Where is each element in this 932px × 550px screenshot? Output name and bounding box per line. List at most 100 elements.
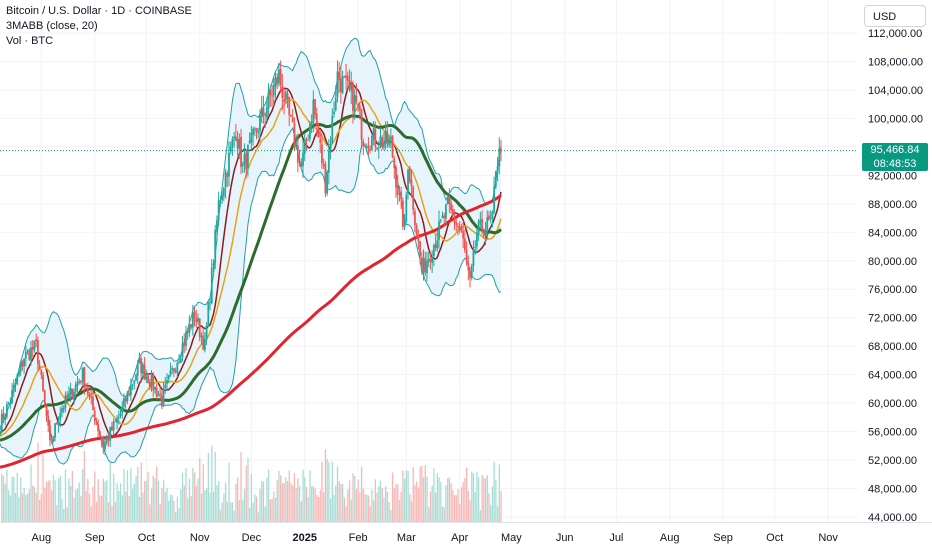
candle-body bbox=[403, 219, 406, 228]
candle-body bbox=[267, 90, 270, 109]
volume-bar bbox=[281, 483, 284, 522]
candle-body bbox=[362, 140, 365, 146]
price-tick-label: 64,000.00 bbox=[868, 370, 917, 382]
candle-body bbox=[131, 384, 134, 386]
indicator-label[interactable]: 3MABB (close, 20) bbox=[6, 20, 98, 32]
volume-bar bbox=[116, 483, 118, 522]
candle-body bbox=[462, 230, 465, 239]
volume-bar bbox=[56, 504, 58, 522]
volume-bar bbox=[205, 488, 208, 522]
volume-bar bbox=[233, 510, 235, 522]
candle-body bbox=[69, 388, 72, 395]
volume-bar bbox=[457, 488, 459, 522]
volume-bar bbox=[433, 468, 435, 522]
candle-body bbox=[191, 311, 194, 328]
price-axis[interactable]: 112,000.00 108,000.00 104,000.00 100,000.00… bbox=[868, 28, 923, 524]
volume-bar bbox=[85, 490, 87, 522]
candle-body bbox=[434, 244, 437, 248]
volume-bar bbox=[42, 454, 44, 522]
candle-body bbox=[493, 186, 496, 213]
candle-body bbox=[312, 100, 315, 124]
candle-body bbox=[414, 211, 416, 226]
volume-bar bbox=[68, 478, 70, 522]
volume-bar bbox=[395, 483, 397, 522]
candle-body bbox=[247, 144, 249, 169]
candle-body bbox=[0, 414, 3, 433]
volume-bar bbox=[443, 507, 445, 522]
candle-body bbox=[228, 152, 230, 177]
candle-body bbox=[302, 152, 304, 166]
candle-body bbox=[470, 265, 473, 278]
volume-bar bbox=[18, 496, 20, 522]
price-tick-label: 48,000.00 bbox=[868, 484, 917, 496]
volume-bar bbox=[498, 464, 500, 522]
volume-bar bbox=[183, 485, 185, 522]
volume-bar bbox=[44, 487, 46, 522]
candle-body bbox=[181, 343, 184, 357]
volume-bar bbox=[135, 475, 137, 522]
volume-bar bbox=[410, 501, 413, 522]
volume-bar bbox=[164, 491, 166, 522]
volume-bar bbox=[99, 495, 101, 522]
candle-body bbox=[74, 384, 77, 392]
candle-body bbox=[98, 431, 101, 436]
volume-bars bbox=[1, 442, 502, 522]
candle-body bbox=[272, 85, 275, 96]
volume-bar bbox=[137, 466, 139, 522]
currency-button[interactable]: USD bbox=[864, 5, 926, 27]
volume-bar bbox=[357, 479, 359, 522]
candle-body bbox=[88, 394, 91, 396]
candle-body bbox=[80, 380, 82, 383]
candle-body bbox=[491, 211, 494, 219]
time-tick-label: Mar bbox=[397, 532, 416, 544]
volume-bar bbox=[107, 502, 110, 522]
candle-body bbox=[212, 263, 215, 266]
time-tick-label: Oct bbox=[766, 532, 783, 544]
volume-bar bbox=[421, 465, 423, 522]
volume-bar bbox=[26, 493, 29, 522]
candle-body bbox=[367, 145, 370, 148]
volume-label[interactable]: Vol · BTC bbox=[6, 35, 54, 47]
volume-bar bbox=[469, 500, 471, 522]
candle-body bbox=[30, 347, 32, 361]
candle-body bbox=[281, 85, 284, 98]
volume-bar bbox=[478, 477, 480, 522]
volume-bar bbox=[488, 493, 490, 522]
time-tick-label: Apr bbox=[451, 532, 468, 544]
candle-body bbox=[286, 93, 289, 99]
volume-bar bbox=[352, 473, 354, 522]
volume-bar bbox=[326, 458, 328, 522]
volume-bar bbox=[464, 478, 466, 522]
candle-body bbox=[381, 137, 384, 148]
volume-bar bbox=[348, 480, 351, 522]
candle-body bbox=[9, 402, 12, 404]
candle-body bbox=[475, 232, 478, 247]
volume-bar bbox=[14, 492, 17, 522]
time-tick-label: Feb bbox=[349, 532, 368, 544]
candle-body bbox=[334, 97, 337, 111]
volume-bar bbox=[75, 489, 77, 522]
candle-body bbox=[100, 436, 103, 441]
time-tick-label: 2025 bbox=[292, 532, 316, 544]
candle-body bbox=[445, 204, 447, 219]
symbol-title[interactable]: Bitcoin / U.S. Dollar · 1D · COINBASE bbox=[6, 5, 192, 17]
volume-bar bbox=[185, 468, 187, 522]
volume-bar bbox=[471, 471, 473, 522]
candle-body bbox=[365, 146, 368, 148]
volume-bar bbox=[221, 502, 223, 522]
candle-body bbox=[183, 342, 186, 346]
volume-bar bbox=[328, 461, 330, 522]
candle-body bbox=[64, 395, 67, 408]
volume-bar bbox=[271, 498, 273, 522]
time-axis[interactable]: Aug Sep Oct Nov Dec 2025 Feb Mar Apr May Jun Jul Aug… bbox=[0, 522, 932, 545]
candle-body bbox=[341, 76, 344, 93]
candle-body bbox=[415, 225, 418, 235]
volume-bar bbox=[311, 486, 313, 522]
candle-body bbox=[291, 116, 294, 123]
volume-bar bbox=[309, 470, 311, 522]
candle-body bbox=[283, 99, 285, 102]
candle-body bbox=[345, 75, 347, 78]
price-tick-label: 76,000.00 bbox=[868, 284, 917, 296]
candle-body bbox=[229, 146, 232, 152]
